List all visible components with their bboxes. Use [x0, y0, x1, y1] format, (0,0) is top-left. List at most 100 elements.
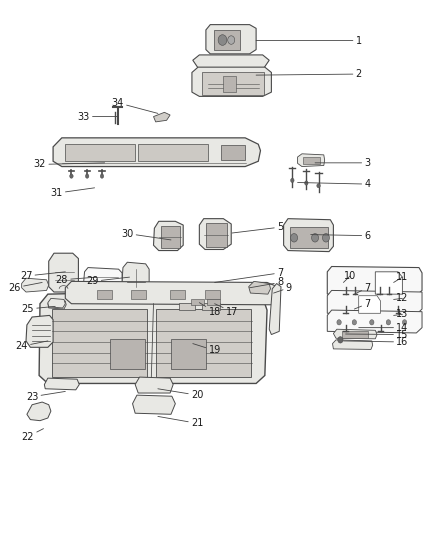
Circle shape: [304, 181, 308, 185]
Bar: [52, 309, 148, 377]
Bar: [207, 300, 220, 305]
Polygon shape: [206, 25, 256, 54]
Circle shape: [85, 174, 89, 178]
Polygon shape: [249, 281, 271, 294]
Text: 11: 11: [394, 272, 409, 282]
Polygon shape: [327, 290, 422, 314]
Polygon shape: [44, 378, 79, 390]
Polygon shape: [199, 219, 231, 249]
Bar: [290, 227, 328, 248]
Circle shape: [290, 178, 294, 182]
Polygon shape: [193, 55, 269, 70]
Text: 4: 4: [297, 179, 371, 189]
Bar: [170, 290, 185, 300]
Text: 32: 32: [34, 159, 105, 169]
Bar: [155, 309, 251, 377]
Circle shape: [317, 183, 320, 188]
Circle shape: [322, 233, 329, 242]
Text: 25: 25: [21, 304, 55, 314]
Polygon shape: [153, 221, 183, 251]
Polygon shape: [84, 268, 122, 288]
Text: 8: 8: [250, 278, 283, 288]
Bar: [202, 303, 220, 310]
Text: 33: 33: [78, 111, 118, 122]
Polygon shape: [297, 154, 325, 166]
Text: 3: 3: [315, 158, 371, 168]
Text: 13: 13: [394, 309, 409, 319]
Circle shape: [290, 233, 297, 242]
Text: 5: 5: [232, 222, 283, 233]
Text: 20: 20: [158, 389, 203, 400]
Bar: [171, 340, 206, 368]
Text: 7: 7: [215, 268, 283, 282]
Text: 12: 12: [394, 293, 409, 303]
Circle shape: [311, 233, 318, 242]
Text: 6: 6: [311, 231, 371, 241]
Polygon shape: [192, 67, 272, 96]
Circle shape: [100, 174, 104, 178]
Circle shape: [386, 320, 391, 325]
Bar: [110, 340, 145, 368]
Polygon shape: [65, 281, 280, 305]
Text: 19: 19: [193, 344, 221, 356]
Polygon shape: [49, 253, 78, 292]
Polygon shape: [133, 395, 175, 414]
Text: 22: 22: [21, 429, 43, 442]
Circle shape: [228, 36, 235, 44]
Polygon shape: [27, 402, 51, 421]
Text: 7: 7: [354, 298, 371, 309]
Text: 10: 10: [343, 271, 356, 282]
Polygon shape: [26, 316, 53, 348]
Polygon shape: [332, 340, 373, 350]
Polygon shape: [327, 266, 422, 296]
Text: 24: 24: [15, 341, 48, 351]
Polygon shape: [21, 278, 49, 292]
Text: 16: 16: [343, 337, 409, 347]
Circle shape: [218, 35, 227, 45]
Text: 15: 15: [346, 329, 409, 340]
Bar: [65, 144, 135, 161]
Polygon shape: [48, 300, 66, 309]
Text: 7: 7: [354, 283, 371, 294]
Bar: [214, 30, 240, 50]
Text: 31: 31: [50, 188, 95, 198]
Bar: [221, 146, 245, 160]
Bar: [179, 303, 195, 310]
Polygon shape: [153, 112, 170, 122]
Polygon shape: [327, 310, 422, 333]
Bar: [97, 290, 112, 300]
Polygon shape: [359, 296, 381, 313]
Polygon shape: [333, 329, 377, 339]
Polygon shape: [375, 272, 403, 294]
Text: 2: 2: [256, 69, 362, 79]
Polygon shape: [284, 219, 333, 252]
Bar: [138, 144, 208, 161]
Circle shape: [70, 174, 73, 178]
Bar: [191, 300, 204, 305]
Text: 18: 18: [199, 303, 221, 317]
Circle shape: [337, 320, 341, 325]
Bar: [202, 72, 264, 95]
Bar: [206, 223, 227, 247]
Polygon shape: [135, 377, 173, 393]
Circle shape: [370, 320, 374, 325]
Text: 1: 1: [256, 36, 362, 45]
Text: 14: 14: [359, 322, 409, 333]
Text: 29: 29: [86, 277, 130, 286]
Bar: [342, 332, 368, 338]
Polygon shape: [53, 138, 261, 166]
Bar: [303, 157, 320, 165]
Text: 9: 9: [274, 283, 292, 293]
Bar: [131, 290, 146, 300]
Text: 17: 17: [215, 304, 238, 317]
Bar: [223, 76, 237, 92]
Text: 23: 23: [26, 391, 65, 402]
Text: 26: 26: [8, 282, 42, 293]
Polygon shape: [39, 293, 267, 383]
Text: 28: 28: [56, 275, 97, 285]
Bar: [161, 225, 180, 248]
Polygon shape: [48, 298, 65, 308]
Polygon shape: [122, 262, 149, 288]
Bar: [205, 290, 220, 300]
Circle shape: [403, 320, 407, 325]
